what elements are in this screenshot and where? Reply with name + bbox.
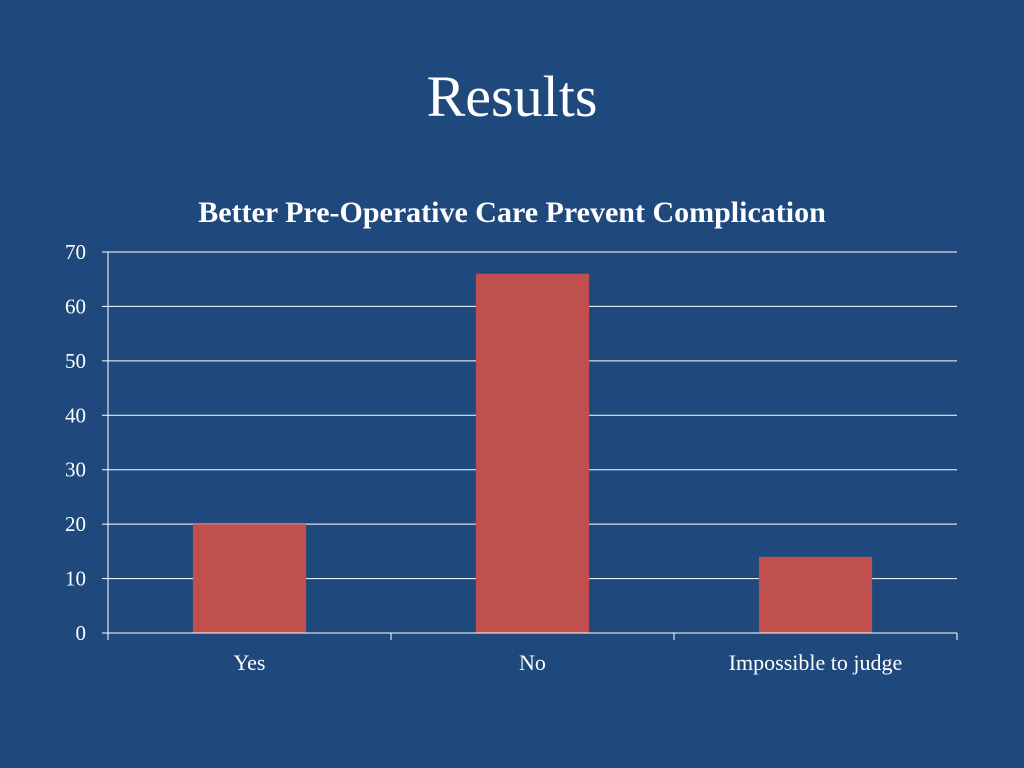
x-tick-label: Impossible to judge — [729, 650, 903, 675]
bars — [192, 273, 873, 633]
y-tick-label: 50 — [65, 349, 86, 373]
x-axis — [102, 251, 958, 640]
y-tick-label: 70 — [65, 240, 86, 264]
y-tick-label: 30 — [65, 458, 86, 482]
bar-no — [475, 273, 590, 633]
bar-impossible-to-judge — [758, 556, 873, 633]
x-tick-label: No — [519, 650, 546, 675]
y-tick-label: 60 — [65, 294, 86, 318]
y-tick-labels: 0 10 20 30 40 50 60 70 — [65, 240, 86, 645]
bar-yes — [192, 524, 307, 633]
x-tick-labels: Yes No Impossible to judge — [233, 650, 902, 675]
x-tick-label: Yes — [233, 650, 265, 675]
y-tick-label: 40 — [65, 403, 86, 427]
y-tick-label: 10 — [65, 567, 86, 591]
y-tick-label: 20 — [65, 512, 86, 536]
chart-title: Better Pre-Operative Care Prevent Compli… — [198, 196, 826, 229]
slide-title: Results — [426, 64, 598, 129]
y-tick-label: 0 — [76, 621, 87, 645]
